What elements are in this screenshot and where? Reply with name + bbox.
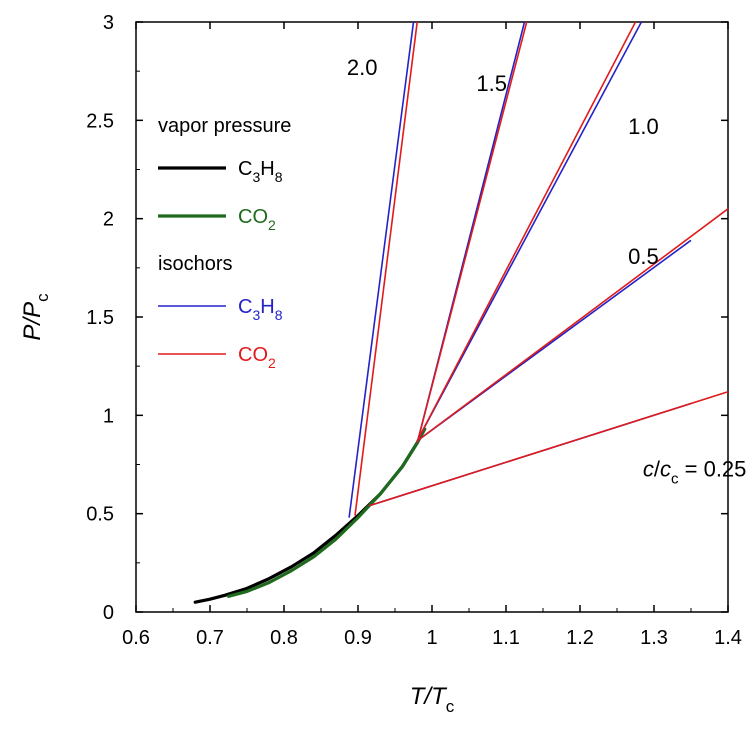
- x-tick-label: 0.8: [270, 627, 298, 649]
- legend-label-vp_c3h8: C3H8: [238, 158, 283, 185]
- x-tick-label: 0.7: [196, 627, 224, 649]
- x-tick-label: 0.9: [344, 627, 372, 649]
- legend-formula-sub: 8: [275, 169, 283, 185]
- x-axis-title: T/Tc: [410, 683, 455, 716]
- y-tick-label: 3: [103, 12, 114, 34]
- density-ratio-annotations: 2.01.51.00.5c/cc = 0.25: [347, 55, 747, 487]
- legend-formula-mid: H: [260, 158, 274, 180]
- annotation-label: 1.0: [628, 114, 659, 139]
- y-tick-label: 0.5: [86, 504, 114, 526]
- annotation-label: 2.0: [347, 55, 378, 80]
- legend-formula-mid: H: [260, 296, 274, 318]
- annotation-label: c/cc = 0.25: [643, 456, 747, 487]
- vapor-pressure-curves: [193, 427, 427, 604]
- legend-formula-base: C: [238, 158, 252, 180]
- isochor-co2-0_25: [368, 390, 729, 507]
- x-tick-labels: 0.6 0.7 0.8 0.9 1 1.1 1.2 1.3 1.4: [122, 627, 742, 649]
- legend-formula-sub: 2: [268, 355, 276, 371]
- x-tick-label: 1.2: [566, 627, 594, 649]
- annotation-value: = 0.25: [679, 456, 747, 481]
- legend-formula-base: C: [238, 296, 252, 318]
- isochor-c3h8-1: [416, 21, 643, 442]
- x-tick-label: 0.6: [122, 627, 150, 649]
- legend-formula-sub: 3: [252, 169, 260, 185]
- y-axis-title: P/Pc: [19, 293, 52, 341]
- y-tick-label: 1: [103, 405, 114, 427]
- legend-heading: vapor pressure: [158, 115, 291, 137]
- plot-frame: [135, 21, 729, 613]
- axis-ticks: [135, 21, 729, 613]
- y-tick-label: 1.5: [86, 307, 114, 329]
- isochor-co2-2: [354, 21, 418, 516]
- x-tick-label: 1.4: [714, 627, 742, 649]
- isochor-co2-1_5: [416, 21, 528, 444]
- y-tick-label: 2: [103, 209, 114, 231]
- annotation-slash: /: [654, 456, 661, 481]
- legend-formula-sub: 8: [275, 307, 283, 323]
- isochor-co2-0_5: [416, 208, 729, 442]
- annotation-cc: c: [660, 456, 671, 481]
- legend-label-iso_c3h8: C3H8: [238, 296, 283, 323]
- y-tick-label: 0: [103, 602, 114, 624]
- y-tick-label: 2.5: [86, 110, 114, 132]
- annotation-c: c: [643, 456, 654, 481]
- annotation-label: 1.5: [476, 71, 507, 96]
- x-tick-label: 1.3: [640, 627, 668, 649]
- legend-label-iso_co2: CO2: [238, 344, 276, 371]
- annotation-label: 0.5: [628, 244, 659, 269]
- vapor-pressure-c3h8: [193, 427, 427, 604]
- x-tick-label: 1.1: [492, 627, 520, 649]
- annotation-cc-sub: c: [671, 470, 679, 487]
- isochor-co2-1: [416, 21, 637, 442]
- y-tick-labels: 0 0.5 1 1.5 2 2.5 3: [86, 12, 114, 624]
- legend-heading: isochors: [158, 253, 232, 275]
- legend-formula-base: CO: [238, 206, 268, 228]
- isochor-c3h8-2: [348, 21, 415, 518]
- vapor-pressure-co2: [226, 427, 427, 598]
- legend-formula-sub: 3: [252, 307, 260, 323]
- isochor-lines: [348, 21, 729, 518]
- legend-label-vp_co2: CO2: [238, 206, 276, 233]
- legend-formula-sub: 2: [268, 217, 276, 233]
- x-tick-label: 1: [426, 627, 437, 649]
- legend-formula-base: CO: [238, 344, 268, 366]
